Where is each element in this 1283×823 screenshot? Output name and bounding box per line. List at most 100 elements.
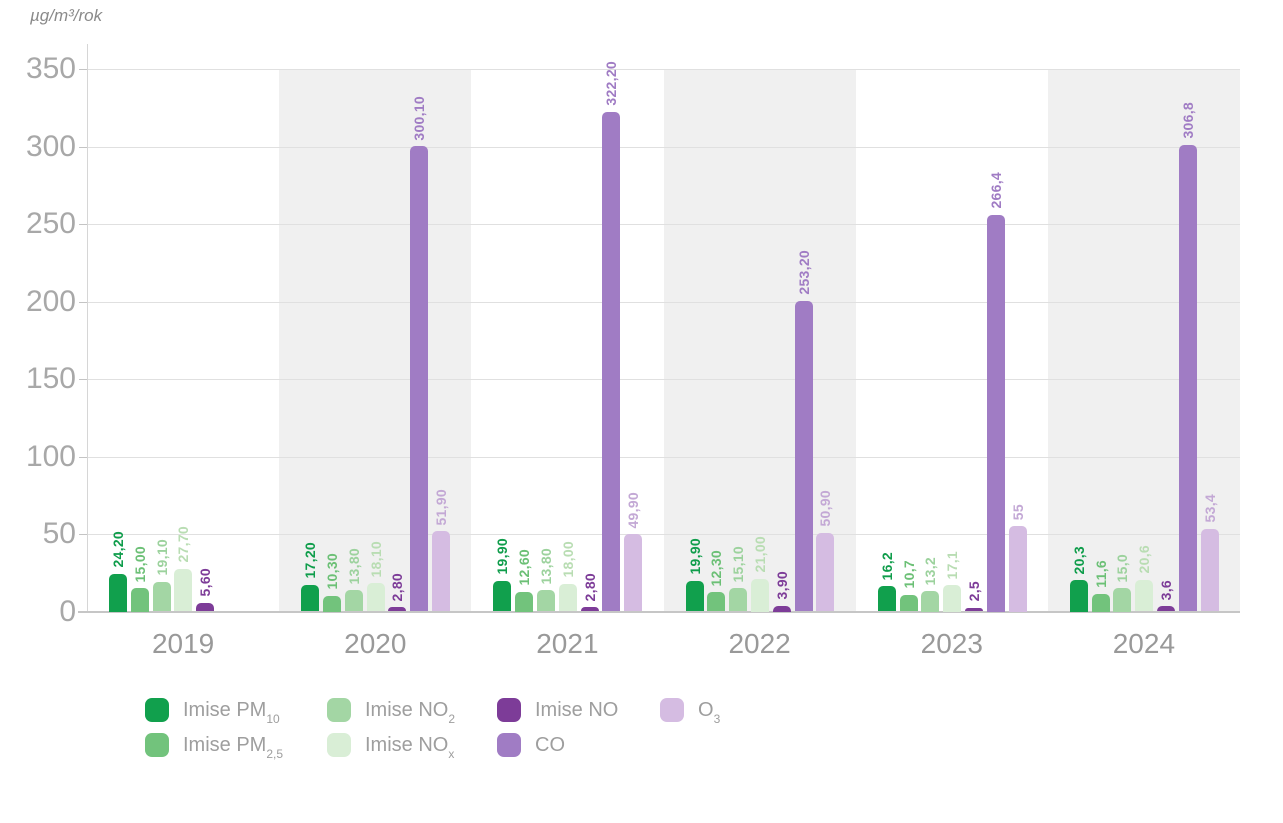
y-axis-tick-300 xyxy=(79,146,87,148)
bar-imise-pm10-2023 xyxy=(877,586,896,612)
bar-imise-no-2021 xyxy=(580,607,599,612)
x-axis-category-label-2020: 2020 xyxy=(344,628,407,659)
legend-swatch-imise-pm10 xyxy=(145,698,169,722)
legend-label-imise-nox: Imise NOx xyxy=(365,733,455,761)
y-axis-tick-label-100: 100 xyxy=(25,439,76,473)
bar-imise-no-2020 xyxy=(388,607,407,612)
bar-imise-pm10-2024 xyxy=(1069,580,1088,612)
bar-imise-nox-2024 xyxy=(1135,579,1154,612)
bar-value-label-imise-no-2019: 5,60 xyxy=(197,568,214,597)
bar-imise-no-2019 xyxy=(196,602,215,612)
x-axis-category-label-2022: 2022 xyxy=(728,628,791,659)
y-axis-tick-150 xyxy=(79,379,87,380)
bar-imise-no2-2024 xyxy=(1113,588,1132,612)
bar-imise-no2-2023 xyxy=(921,591,940,612)
bar-value-label-imise-pm10-2022: 19,90 xyxy=(686,538,703,575)
gridline-250 xyxy=(87,224,1240,225)
legend-swatch-imise-no xyxy=(497,698,521,722)
y-axis-unit-label: µg/m³/rok xyxy=(30,6,103,25)
legend-label-subscript: 3 xyxy=(713,711,721,726)
y-axis-tick-label-250: 250 xyxy=(25,207,76,240)
bar-co-2021 xyxy=(602,112,621,612)
legend-swatch-imise-no2 xyxy=(327,698,351,722)
bar-imise-pm2-5-2020 xyxy=(323,595,341,612)
bar-imise-no-2024 xyxy=(1157,605,1175,612)
legend-label-imise-no2: Imise NO2 xyxy=(365,698,456,726)
bar-value-label-imise-no-2023: 2,5 xyxy=(965,581,982,602)
bar-value-label-imise-no2-2024: 15,0 xyxy=(1114,553,1131,583)
bar-value-label-imise-nox-2022: 21,00 xyxy=(751,536,768,573)
legend-label-imise-no: Imise NO xyxy=(535,698,619,721)
bar-imise-no2-2019 xyxy=(152,581,171,612)
legend-item-o3: O3 xyxy=(660,698,721,726)
x-axis-category-label-2021: 2021 xyxy=(536,628,599,659)
y-axis-tick-200 xyxy=(79,301,87,303)
legend-label-subscript: x xyxy=(448,746,455,761)
y-axis-tick-label-200: 200 xyxy=(25,284,76,318)
bar-imise-pm10-2019 xyxy=(109,574,127,612)
x-axis-line xyxy=(78,611,1240,613)
bar-imise-pm2-5-2019 xyxy=(130,588,149,612)
bar-imise-nox-2023 xyxy=(943,585,962,612)
bar-value-label-imise-nox-2024: 20,6 xyxy=(1136,545,1153,574)
bar-value-label-imise-pm10-2021: 19,90 xyxy=(494,538,511,575)
bar-co-2020 xyxy=(410,146,429,612)
x-axis-category-label-2019: 2019 xyxy=(151,628,215,659)
gridline-300 xyxy=(87,146,1240,148)
bar-value-label-imise-pm2-5-2023: 10,7 xyxy=(900,560,917,589)
gridline-50 xyxy=(87,534,1240,535)
bar-value-label-co-2022: 253,20 xyxy=(795,250,812,295)
legend-column-3: Imise NO CO xyxy=(497,698,618,757)
bar-co-2024 xyxy=(1178,144,1197,612)
legend-item-imise-no: Imise NO xyxy=(497,698,618,722)
legend-swatch-imise-nox xyxy=(327,733,351,757)
legend-swatch-co xyxy=(497,733,521,757)
bar-value-label-imise-no2-2021: 13,80 xyxy=(537,547,554,585)
y-axis-tick-label-350: 350 xyxy=(25,52,76,85)
background-stripe-2020 xyxy=(279,69,472,612)
legend-label-o3: O3 xyxy=(698,698,721,726)
y-axis-tick-250 xyxy=(79,224,87,225)
x-axis-category-label-2023: 2023 xyxy=(920,628,983,659)
legend-swatch-o3 xyxy=(660,698,684,722)
y-axis-tick-50 xyxy=(79,534,87,535)
bar-value-label-co-2020: 300,10 xyxy=(411,95,428,141)
bar-value-label-imise-pm10-2023: 16,2 xyxy=(878,551,895,581)
legend-swatch-imise-pm2-5 xyxy=(145,733,169,757)
bar-imise-no2-2021 xyxy=(536,590,555,612)
bar-imise-no2-2022 xyxy=(729,588,748,612)
bar-imise-no-2023 xyxy=(964,607,983,612)
bar-value-label-imise-pm10-2019: 24,20 xyxy=(110,531,126,568)
bar-co-2023 xyxy=(986,215,1005,612)
bar-value-label-o3-2024: 53,4 xyxy=(1201,494,1218,523)
bar-imise-nox-2021 xyxy=(558,583,577,612)
bar-o3-2022 xyxy=(816,532,835,612)
bar-imise-pm2-5-2023 xyxy=(899,594,918,612)
y-axis-tick-350 xyxy=(79,69,87,70)
bar-imise-pm2-5-2021 xyxy=(515,592,534,612)
bar-value-label-o3-2020: 51,90 xyxy=(433,488,449,526)
bar-value-label-o3-2023: 55 xyxy=(1009,504,1026,521)
bar-imise-pm2-5-2024 xyxy=(1091,593,1110,612)
legend-item-imise-pm10: Imise PM10 xyxy=(145,698,283,726)
bar-value-label-imise-pm10-2024: 20,3 xyxy=(1070,545,1087,574)
bar-imise-pm2-5-2022 xyxy=(707,592,726,612)
bar-value-label-imise-pm2-5-2022: 12,30 xyxy=(708,549,725,587)
legend-item-co: CO xyxy=(497,733,618,757)
y-axis-tick-label-0: 0 xyxy=(59,594,76,628)
bar-value-label-imise-no-2022: 3,90 xyxy=(773,571,790,600)
y-axis-tick-label-50: 50 xyxy=(42,517,76,550)
bar-o3-2021 xyxy=(624,534,643,612)
bar-value-label-imise-pm2-5-2020: 10,30 xyxy=(324,552,340,590)
legend-label-imise-pm10: Imise PM10 xyxy=(183,698,280,726)
bar-value-label-imise-no2-2022: 15,10 xyxy=(730,545,747,583)
legend-item-imise-nox: Imise NOx xyxy=(327,733,455,761)
background-stripe-2024 xyxy=(1047,69,1240,612)
bar-o3-2020 xyxy=(432,531,450,612)
bar-value-label-imise-nox-2021: 18,00 xyxy=(559,541,576,578)
bar-value-label-o3-2022: 50,90 xyxy=(817,490,834,527)
bar-value-label-imise-no2-2023: 13,2 xyxy=(922,556,939,585)
bar-value-label-imise-no2-2019: 19,10 xyxy=(153,539,170,576)
bar-value-label-imise-nox-2020: 18,10 xyxy=(367,540,384,578)
